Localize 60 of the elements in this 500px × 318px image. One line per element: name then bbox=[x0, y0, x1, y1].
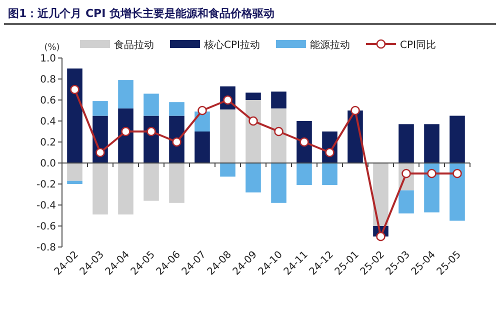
y-axis-title: (%) bbox=[44, 43, 60, 53]
point bbox=[427, 168, 436, 178]
bar bbox=[144, 94, 159, 116]
bar bbox=[450, 116, 465, 163]
point bbox=[350, 106, 360, 116]
y-tick-label: 0.2 bbox=[40, 138, 56, 148]
point bbox=[70, 84, 80, 94]
y-tick-label: -0.8 bbox=[36, 242, 56, 254]
bar bbox=[67, 180, 82, 184]
bar bbox=[92, 163, 108, 214]
bar bbox=[92, 101, 108, 116]
legend-label: 食品拉动 bbox=[114, 39, 154, 51]
bar bbox=[373, 163, 388, 226]
bar bbox=[424, 124, 440, 163]
bar bbox=[322, 163, 338, 186]
point bbox=[274, 126, 284, 136]
bar bbox=[246, 100, 261, 163]
point bbox=[325, 148, 334, 158]
bar bbox=[118, 108, 134, 163]
bar bbox=[194, 132, 210, 163]
bar bbox=[144, 163, 159, 201]
y-tick-label: 0.8 bbox=[40, 74, 56, 86]
point bbox=[300, 137, 309, 147]
bar bbox=[220, 163, 236, 177]
y-tick-label: 0.0 bbox=[40, 158, 56, 170]
y-tick-label: 1.0 bbox=[40, 54, 56, 64]
point bbox=[96, 148, 105, 158]
point bbox=[452, 168, 462, 178]
bar bbox=[118, 163, 134, 214]
legend-label: CPI同比 bbox=[400, 39, 436, 51]
bar bbox=[67, 68, 82, 163]
bar bbox=[450, 163, 465, 221]
point bbox=[376, 232, 386, 242]
legend-label: 核心CPI拉动 bbox=[203, 39, 260, 51]
bar bbox=[296, 163, 312, 186]
point bbox=[121, 126, 130, 136]
bar bbox=[271, 108, 286, 163]
bar bbox=[424, 163, 440, 212]
point bbox=[146, 126, 156, 136]
legend-label: 能源拉动 bbox=[310, 39, 350, 51]
point bbox=[198, 106, 207, 116]
point bbox=[248, 116, 258, 126]
bar bbox=[118, 80, 134, 108]
bar bbox=[398, 190, 414, 214]
bar bbox=[246, 163, 261, 192]
y-tick-label: 0.6 bbox=[40, 96, 56, 106]
bar bbox=[246, 92, 261, 100]
y-tick-label: -0.6 bbox=[36, 222, 56, 232]
point bbox=[172, 137, 182, 147]
y-tick-label: -0.4 bbox=[36, 200, 56, 212]
y-tick-label: 0.4 bbox=[40, 116, 56, 128]
chart-title: 图1：近几个月 CPI 负增长主要是能源和食品价格驱动 bbox=[8, 7, 275, 20]
bar bbox=[67, 163, 82, 181]
bar bbox=[220, 109, 236, 163]
bar bbox=[271, 92, 286, 108]
bar bbox=[398, 124, 414, 163]
y-tick-label: -0.2 bbox=[36, 180, 56, 190]
bar bbox=[271, 163, 286, 203]
bar bbox=[169, 102, 184, 116]
bar bbox=[169, 163, 184, 203]
